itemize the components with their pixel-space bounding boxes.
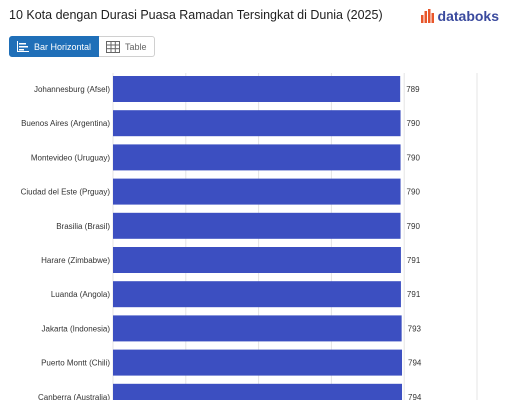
value-label: 794 xyxy=(408,393,422,400)
brand-name: databoks xyxy=(437,8,499,24)
category-label: Canberra (Australia) xyxy=(38,393,110,400)
bar-logo-icon xyxy=(420,9,434,23)
bar-chart-icon xyxy=(17,41,29,52)
value-label: 790 xyxy=(407,188,421,197)
category-label: Puerto Montt (Chili) xyxy=(41,359,110,368)
category-label: Brasilia (Brasil) xyxy=(56,222,110,231)
value-label: 790 xyxy=(407,153,421,162)
value-label: 789 xyxy=(406,85,420,94)
bar[interactable] xyxy=(113,315,402,342)
value-label: 793 xyxy=(408,324,422,333)
bar[interactable] xyxy=(113,349,403,376)
value-label: 794 xyxy=(408,359,422,368)
category-label: Ciudad del Este (Prguay) xyxy=(21,188,111,197)
category-label: Johannesburg (Afsel) xyxy=(34,85,110,94)
tab-table-label: Table xyxy=(125,41,147,52)
bar[interactable] xyxy=(113,144,401,171)
category-label: Luanda (Angola) xyxy=(51,290,110,299)
value-label: 791 xyxy=(407,256,421,265)
chart-title: 10 Kota dengan Durasi Puasa Ramadan Ters… xyxy=(9,8,383,22)
category-label: Buenos Aires (Argentina) xyxy=(21,119,110,128)
tab-bar-horizontal-label: Bar Horizontal xyxy=(34,41,92,52)
databoks-logo: databoks xyxy=(420,8,499,24)
bar[interactable] xyxy=(113,383,403,400)
bar[interactable] xyxy=(113,212,401,239)
category-label: Montevideo (Uruguay) xyxy=(31,153,110,162)
bar[interactable] xyxy=(113,281,401,308)
bar[interactable] xyxy=(113,178,401,205)
bar[interactable] xyxy=(113,247,401,273)
category-label: Jakarta (Indonesia) xyxy=(42,324,111,333)
category-label: Harare (Zimbabwe) xyxy=(41,256,110,265)
tab-table[interactable]: Table xyxy=(99,36,155,57)
value-label: 790 xyxy=(407,119,421,128)
tab-bar-horizontal[interactable]: Bar Horizontal xyxy=(9,36,100,57)
bar[interactable] xyxy=(113,76,401,102)
value-label: 791 xyxy=(407,290,421,299)
bar[interactable] xyxy=(113,110,401,137)
value-label: 790 xyxy=(407,222,421,231)
table-icon xyxy=(106,40,121,53)
view-tabs: Bar Horizontal Table xyxy=(9,36,155,57)
